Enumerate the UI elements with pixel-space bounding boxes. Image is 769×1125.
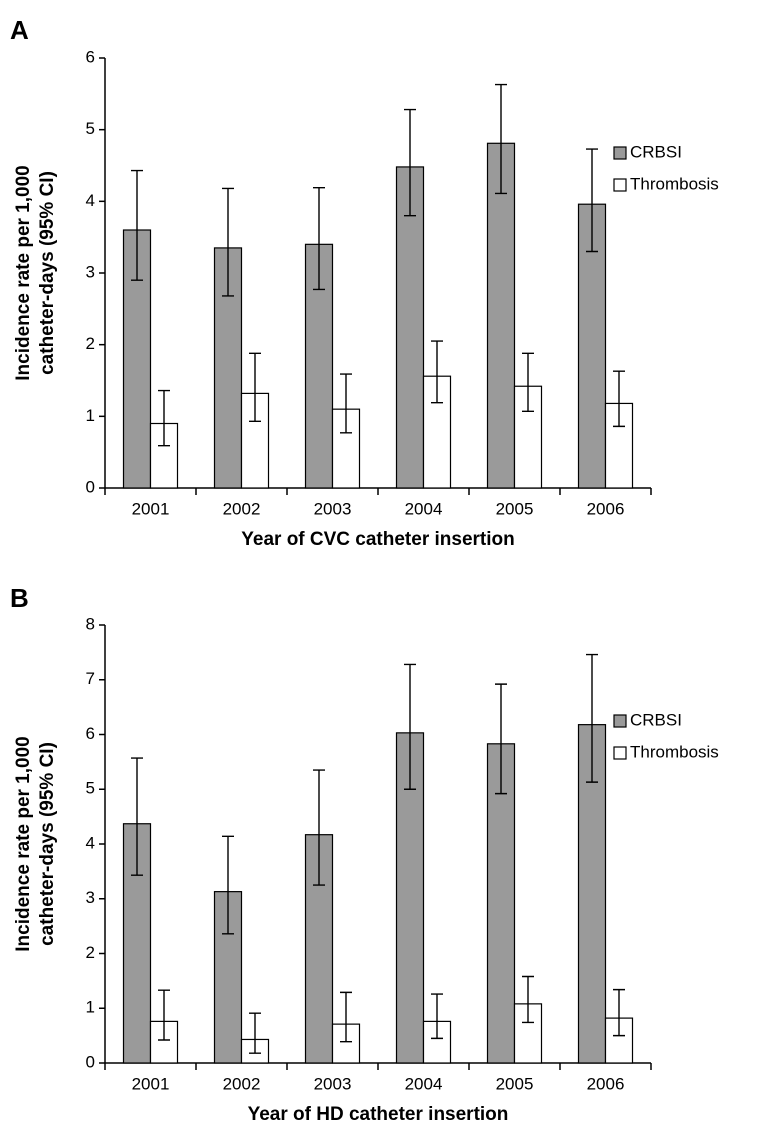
y-tick-label: 2 [86, 334, 95, 353]
error-bar [431, 993, 443, 1040]
bar [395, 166, 425, 489]
y-tick-label: 5 [86, 119, 95, 138]
y-tick-label: 6 [86, 47, 95, 66]
bar [122, 229, 152, 489]
x-tick-label: 2005 [496, 499, 534, 518]
bar [486, 142, 516, 489]
legend-swatch [613, 146, 627, 160]
x-tick-label: 2006 [587, 1074, 625, 1093]
y-axis-label: catheter-days (95% CI) [37, 742, 58, 946]
y-tick-label: 3 [86, 888, 95, 907]
error-bar [431, 340, 443, 404]
y-tick-label: 0 [86, 1052, 95, 1071]
error-bar [340, 991, 352, 1043]
legend-label: CRBSI [630, 710, 682, 729]
x-tick-label: 2003 [314, 1074, 352, 1093]
y-tick-label: 8 [86, 614, 95, 633]
error-bar [340, 373, 352, 434]
panel-label: A [10, 15, 29, 45]
x-tick-label: 2002 [223, 499, 261, 518]
bar [486, 743, 516, 1064]
error-bar [158, 989, 170, 1041]
error-bar [249, 1012, 261, 1054]
error-bar [404, 663, 416, 790]
x-tick-label: 2001 [132, 499, 170, 518]
panel-label: B [10, 583, 29, 613]
bar [149, 1020, 179, 1064]
y-axis-label: Incidence rate per 1,000 [13, 736, 34, 951]
y-tick-label: 1 [86, 998, 95, 1017]
y-tick-label: 0 [86, 477, 95, 496]
error-bar [495, 683, 507, 795]
y-tick-label: 6 [86, 724, 95, 743]
y-axis-label: Incidence rate per 1,000 [13, 165, 34, 380]
y-tick-label: 1 [86, 406, 95, 425]
legend-swatch [613, 746, 627, 760]
error-bar [222, 835, 234, 935]
y-tick-label: 4 [86, 191, 95, 210]
bar [213, 247, 243, 489]
y-tick-label: 7 [86, 669, 95, 688]
y-axis-label: catheter-days (95% CI) [37, 171, 58, 375]
x-axis-label: Year of CVC catheter insertion [241, 529, 514, 550]
legend-label: Thrombosis [630, 742, 719, 761]
error-bar [522, 352, 534, 413]
error-bar [522, 975, 534, 1024]
x-tick-label: 2002 [223, 1074, 261, 1093]
error-bar [313, 187, 325, 291]
error-bar [495, 83, 507, 195]
error-bar [158, 389, 170, 447]
x-tick-label: 2001 [132, 1074, 170, 1093]
error-bar [613, 988, 625, 1037]
error-bar [131, 757, 143, 876]
error-bar [131, 169, 143, 281]
legend-label: Thrombosis [630, 174, 719, 193]
y-tick-label: 5 [86, 779, 95, 798]
x-tick-label: 2006 [587, 499, 625, 518]
error-bar [222, 187, 234, 297]
x-tick-label: 2004 [405, 1074, 443, 1093]
error-bar [249, 352, 261, 423]
error-bar [586, 148, 598, 253]
error-bar [613, 370, 625, 428]
legend-swatch [613, 714, 627, 728]
x-tick-label: 2004 [405, 499, 443, 518]
legend-label: CRBSI [630, 142, 682, 161]
x-tick-label: 2003 [314, 499, 352, 518]
legend-swatch [613, 178, 627, 192]
error-bar [313, 769, 325, 886]
x-tick-label: 2005 [496, 1074, 534, 1093]
y-tick-label: 2 [86, 943, 95, 962]
error-bar [404, 108, 416, 217]
y-tick-label: 4 [86, 833, 95, 852]
y-tick-label: 3 [86, 262, 95, 281]
error-bar [586, 653, 598, 783]
x-axis-label: Year of HD catheter insertion [248, 1104, 509, 1125]
